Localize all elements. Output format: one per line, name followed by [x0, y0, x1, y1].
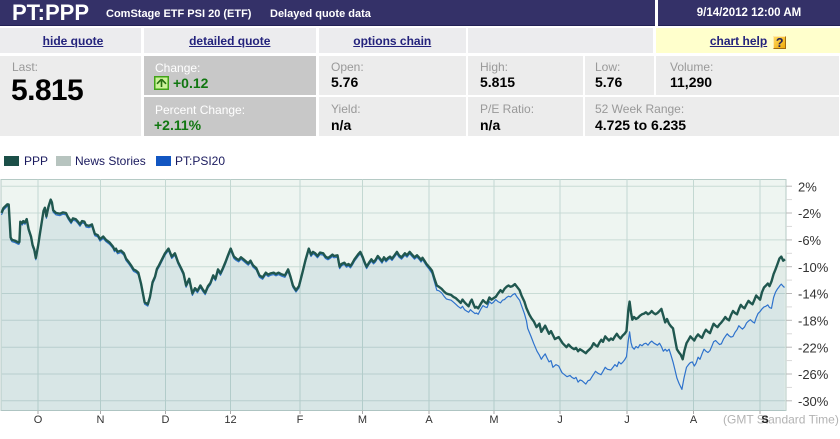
svg-text:12: 12	[224, 414, 236, 426]
svg-text:-30%: -30%	[798, 394, 829, 409]
svg-text:F: F	[297, 414, 304, 426]
svg-text:D: D	[162, 414, 170, 426]
svg-text:S: S	[761, 414, 768, 426]
svg-text:N: N	[97, 414, 105, 426]
svg-text:J: J	[624, 414, 630, 426]
svg-text:-14%: -14%	[798, 287, 829, 302]
svg-text:-22%: -22%	[798, 340, 829, 355]
svg-text:M: M	[489, 414, 498, 426]
svg-text:-2%: -2%	[798, 206, 822, 221]
svg-text:-26%: -26%	[798, 367, 829, 382]
svg-text:-10%: -10%	[798, 260, 829, 275]
svg-text:O: O	[34, 414, 43, 426]
svg-text:A: A	[690, 414, 698, 426]
svg-text:(GMT Standard Time): (GMT Standard Time)	[723, 413, 839, 427]
svg-text:J: J	[557, 414, 563, 426]
svg-text:2%: 2%	[798, 179, 817, 194]
svg-text:-6%: -6%	[798, 233, 822, 248]
svg-text:A: A	[425, 414, 433, 426]
svg-text:-18%: -18%	[798, 314, 829, 329]
svg-text:M: M	[358, 414, 367, 426]
